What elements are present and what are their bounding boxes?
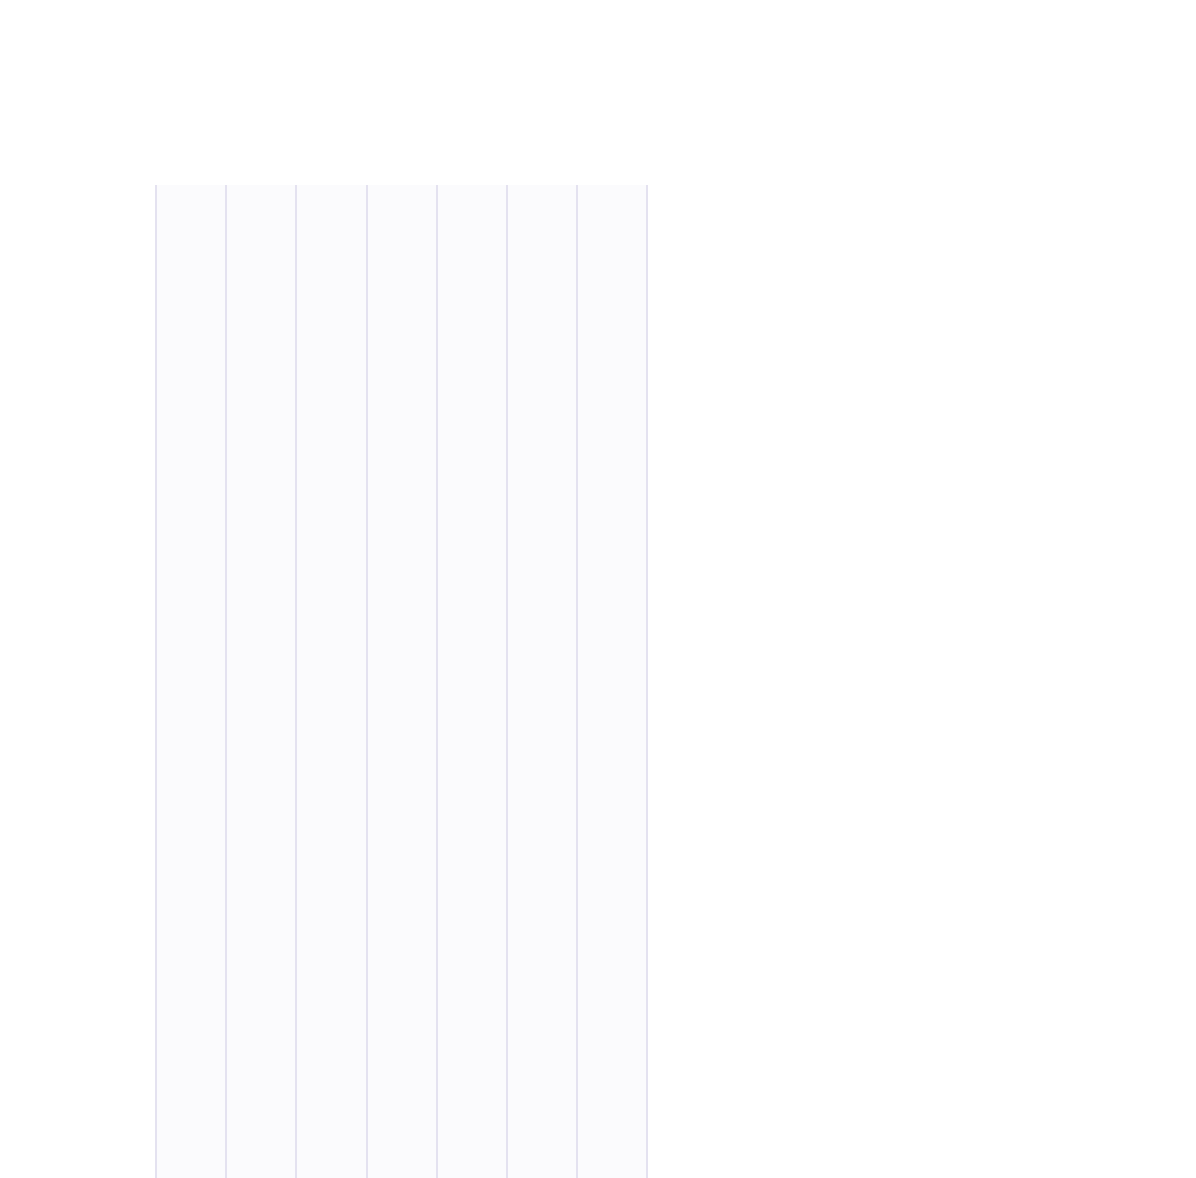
column-divider <box>366 185 368 1178</box>
column-divider <box>646 185 648 1178</box>
column-divider <box>506 185 508 1178</box>
column-divider <box>225 185 227 1178</box>
column-divider <box>155 185 157 1178</box>
column-divider <box>436 185 438 1178</box>
column-divider <box>576 185 578 1178</box>
column-divider <box>295 185 297 1178</box>
column-shading <box>155 185 646 1178</box>
